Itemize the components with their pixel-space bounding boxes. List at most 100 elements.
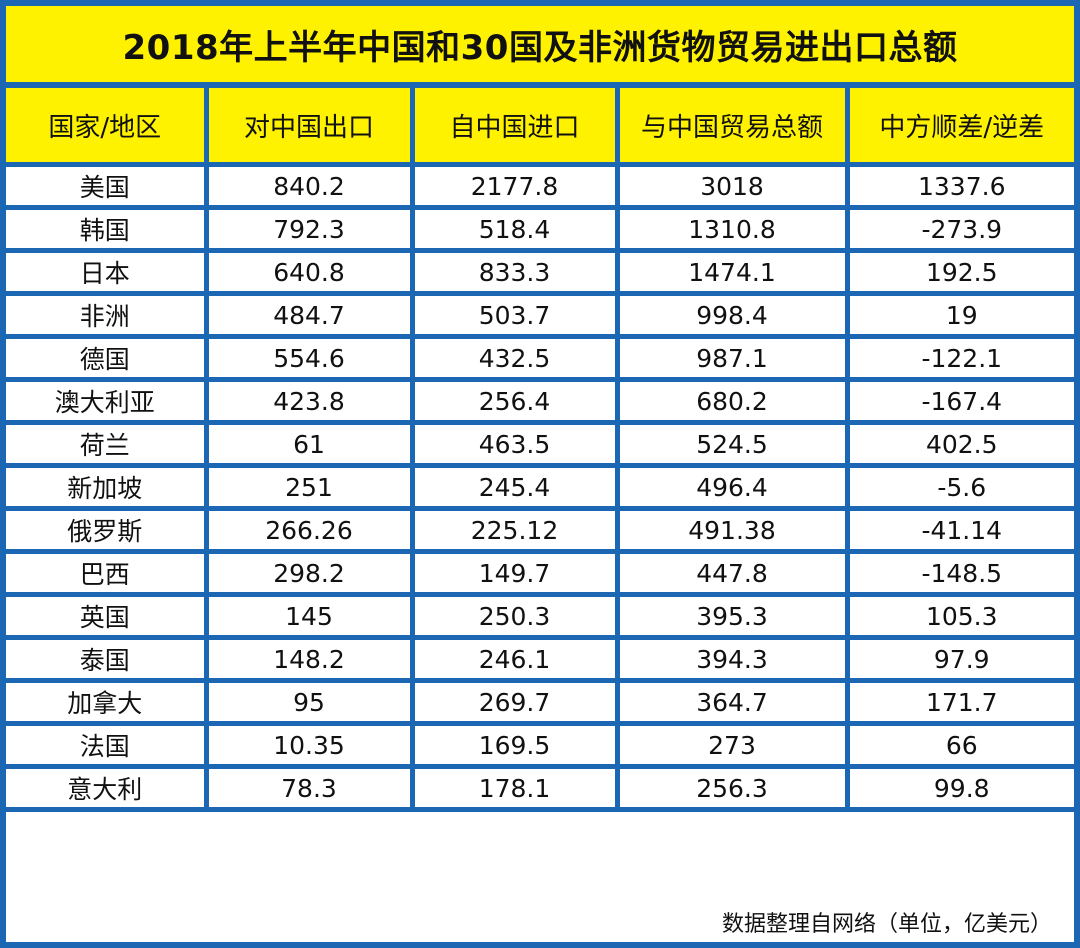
cell-total-trade: 273 xyxy=(614,721,850,769)
cell-country: 英国 xyxy=(6,592,209,640)
cell-country: 巴西 xyxy=(6,549,209,597)
cell-import-from-china: 169.5 xyxy=(409,721,620,769)
table-row: 新加坡 251 245.4 496.4 -5.6 xyxy=(6,463,1074,511)
cell-country: 非洲 xyxy=(6,291,209,339)
cell-import-from-china: 269.7 xyxy=(409,678,620,726)
cell-balance: -148.5 xyxy=(844,549,1074,597)
cell-total-trade: 998.4 xyxy=(614,291,850,339)
column-header-total-trade: 与中国贸易总额 xyxy=(614,88,850,167)
cell-country: 意大利 xyxy=(6,764,209,812)
cell-total-trade: 524.5 xyxy=(614,420,850,468)
column-header-country: 国家/地区 xyxy=(6,88,209,167)
cell-balance: 19 xyxy=(844,291,1074,339)
cell-balance: 402.5 xyxy=(844,420,1074,468)
cell-total-trade: 256.3 xyxy=(614,764,850,812)
column-header-import-from-china: 自中国进口 xyxy=(409,88,620,167)
cell-balance: -5.6 xyxy=(844,463,1074,511)
cell-country: 澳大利亚 xyxy=(6,377,209,425)
cell-country: 荷兰 xyxy=(6,420,209,468)
cell-import-from-china: 256.4 xyxy=(409,377,620,425)
cell-import-from-china: 246.1 xyxy=(409,635,620,683)
cell-import-from-china: 503.7 xyxy=(409,291,620,339)
cell-balance: 171.7 xyxy=(844,678,1074,726)
cell-total-trade: 394.3 xyxy=(614,635,850,683)
cell-import-from-china: 833.3 xyxy=(409,248,620,296)
cell-export-to-china: 792.3 xyxy=(203,205,415,253)
cell-import-from-china: 463.5 xyxy=(409,420,620,468)
cell-import-from-china: 225.12 xyxy=(409,506,620,554)
cell-country: 韩国 xyxy=(6,205,209,253)
cell-import-from-china: 518.4 xyxy=(409,205,620,253)
cell-balance: 97.9 xyxy=(844,635,1074,683)
cell-balance: -122.1 xyxy=(844,334,1074,382)
table-row: 韩国 792.3 518.4 1310.8 -273.9 xyxy=(6,205,1074,253)
cell-export-to-china: 554.6 xyxy=(203,334,415,382)
cell-total-trade: 364.7 xyxy=(614,678,850,726)
cell-export-to-china: 840.2 xyxy=(203,162,415,210)
cell-total-trade: 1474.1 xyxy=(614,248,850,296)
cell-import-from-china: 432.5 xyxy=(409,334,620,382)
cell-total-trade: 680.2 xyxy=(614,377,850,425)
cell-total-trade: 496.4 xyxy=(614,463,850,511)
cell-export-to-china: 145 xyxy=(203,592,415,640)
cell-export-to-china: 148.2 xyxy=(203,635,415,683)
cell-export-to-china: 484.7 xyxy=(203,291,415,339)
cell-balance: 1337.6 xyxy=(844,162,1074,210)
cell-country: 美国 xyxy=(6,162,209,210)
cell-export-to-china: 640.8 xyxy=(203,248,415,296)
table-row: 英国 145 250.3 395.3 105.3 xyxy=(6,592,1074,640)
cell-balance: 66 xyxy=(844,721,1074,769)
table-row: 荷兰 61 463.5 524.5 402.5 xyxy=(6,420,1074,468)
table-row: 意大利 78.3 178.1 256.3 99.8 xyxy=(6,764,1074,812)
table-body: 美国 840.2 2177.8 3018 1337.6 韩国 792.3 518.4 1310.… xyxy=(6,162,1074,812)
cell-total-trade: 447.8 xyxy=(614,549,850,597)
table-row: 俄罗斯 266.26 225.12 491.38 -41.14 xyxy=(6,506,1074,554)
cell-country: 新加坡 xyxy=(6,463,209,511)
cell-import-from-china: 178.1 xyxy=(409,764,620,812)
cell-country: 泰国 xyxy=(6,635,209,683)
cell-balance: 105.3 xyxy=(844,592,1074,640)
cell-country: 德国 xyxy=(6,334,209,382)
cell-export-to-china: 10.35 xyxy=(203,721,415,769)
cell-total-trade: 491.38 xyxy=(614,506,850,554)
cell-country: 法国 xyxy=(6,721,209,769)
table-row: 巴西 298.2 149.7 447.8 -148.5 xyxy=(6,549,1074,597)
cell-balance: -167.4 xyxy=(844,377,1074,425)
cell-balance: -41.14 xyxy=(844,506,1074,554)
trade-table: 国家/地区 对中国出口 自中国进口 与中国贸易总额 中方顺差/逆差 美国 840.… xyxy=(6,88,1074,812)
table-row: 澳大利亚 423.8 256.4 680.2 -167.4 xyxy=(6,377,1074,425)
cell-balance: 99.8 xyxy=(844,764,1074,812)
cell-export-to-china: 95 xyxy=(203,678,415,726)
column-header-balance: 中方顺差/逆差 xyxy=(844,88,1074,167)
column-header-export-to-china: 对中国出口 xyxy=(203,88,415,167)
table-row: 法国 10.35 169.5 273 66 xyxy=(6,721,1074,769)
cell-export-to-china: 251 xyxy=(203,463,415,511)
cell-export-to-china: 298.2 xyxy=(203,549,415,597)
cell-import-from-china: 245.4 xyxy=(409,463,620,511)
cell-export-to-china: 266.26 xyxy=(203,506,415,554)
cell-export-to-china: 61 xyxy=(203,420,415,468)
cell-import-from-china: 149.7 xyxy=(409,549,620,597)
title-divider xyxy=(6,82,1074,88)
cell-total-trade: 1310.8 xyxy=(614,205,850,253)
table-row: 加拿大 95 269.7 364.7 171.7 xyxy=(6,678,1074,726)
table-row: 德国 554.6 432.5 987.1 -122.1 xyxy=(6,334,1074,382)
cell-import-from-china: 2177.8 xyxy=(409,162,620,210)
cell-total-trade: 987.1 xyxy=(614,334,850,382)
table-row: 美国 840.2 2177.8 3018 1337.6 xyxy=(6,162,1074,210)
header-row: 国家/地区 对中国出口 自中国进口 与中国贸易总额 中方顺差/逆差 xyxy=(6,88,1074,167)
table-row: 非洲 484.7 503.7 998.4 19 xyxy=(6,291,1074,339)
cell-export-to-china: 78.3 xyxy=(203,764,415,812)
cell-balance: -273.9 xyxy=(844,205,1074,253)
cell-total-trade: 3018 xyxy=(614,162,850,210)
cell-import-from-china: 250.3 xyxy=(409,592,620,640)
cell-total-trade: 395.3 xyxy=(614,592,850,640)
cell-country: 加拿大 xyxy=(6,678,209,726)
cell-export-to-china: 423.8 xyxy=(203,377,415,425)
cell-country: 日本 xyxy=(6,248,209,296)
cell-country: 俄罗斯 xyxy=(6,506,209,554)
table-row: 日本 640.8 833.3 1474.1 192.5 xyxy=(6,248,1074,296)
page-title: 2018年上半年中国和30国及非洲货物贸易进出口总额 xyxy=(6,6,1074,82)
cell-balance: 192.5 xyxy=(844,248,1074,296)
source-note: 数据整理自网络（单位，亿美元） xyxy=(721,912,1052,937)
